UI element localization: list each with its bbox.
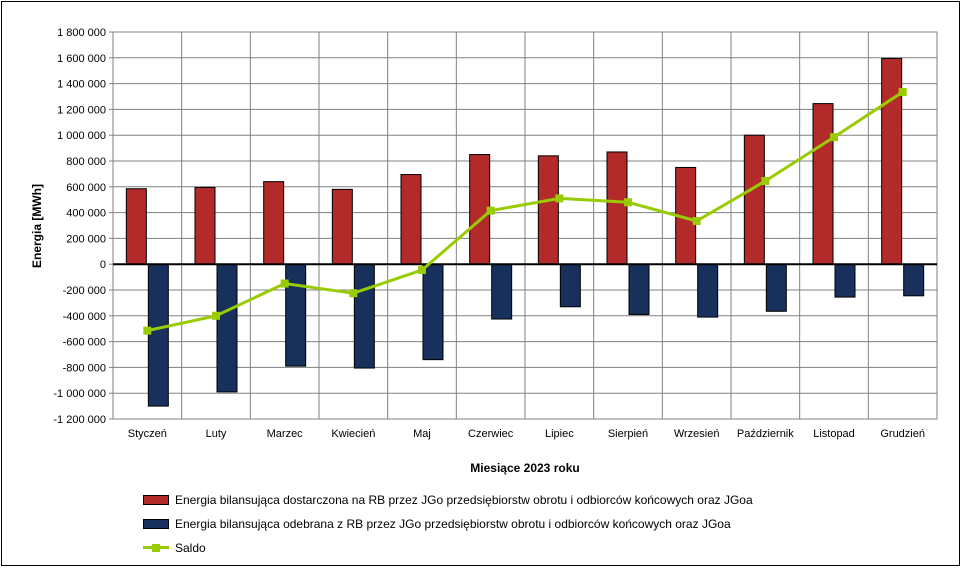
saldo-point <box>898 87 907 96</box>
x-tick-label: Maj <box>413 428 431 440</box>
saldo-point <box>486 206 495 215</box>
bar-odebrana <box>765 263 787 312</box>
bar-odebrana <box>834 263 856 298</box>
x-tick-label: Czerwiec <box>468 428 514 440</box>
legend-item-dostarczona: Energia bilansująca dostarczona na RB pr… <box>143 488 753 512</box>
legend-label-odebrana: Energia bilansująca odebrana z RB przez … <box>175 517 731 531</box>
y-tick-labels: 1 800 000 1 600 000 1 400 000 1 200 000 1 00… <box>53 27 106 426</box>
legend-label-saldo: Saldo <box>175 541 206 555</box>
bar-odebrana <box>285 263 307 367</box>
saldo-series <box>143 87 907 335</box>
saldo-point <box>624 198 632 207</box>
legend-swatch-odebrana <box>143 519 169 529</box>
x-tick-label: Marzec <box>267 428 304 440</box>
bar-dostarczona <box>194 186 216 265</box>
saldo-point <box>555 194 564 203</box>
y-tick-label: 1 200 000 <box>57 104 106 116</box>
x-tick-label: Wrzesień <box>674 428 720 440</box>
x-tick-label: Lipiec <box>545 428 574 440</box>
y-tick-label: -1 200 000 <box>53 414 106 426</box>
y-axis-title: Energia [MWh] <box>30 184 44 268</box>
bar-odebrana <box>353 263 375 369</box>
bar-odebrana <box>147 263 169 407</box>
bar-dostarczona <box>743 134 765 265</box>
bar-dostarczona <box>263 181 285 265</box>
y-tick-label: 800 000 <box>66 156 106 168</box>
bar-odebrana <box>628 263 650 316</box>
gridlines <box>109 31 937 420</box>
saldo-point <box>143 326 152 335</box>
bar-odebrana <box>697 263 719 318</box>
y-tick-label: -200 000 <box>63 285 106 297</box>
x-tick-label: Kwiecień <box>331 428 375 440</box>
x-tick-labels: Styczeń Luty Marzec Kwiecień Maj Czerwiec Lipi… <box>128 428 925 440</box>
bar-odebrana <box>491 263 513 320</box>
bar-dostarczona <box>331 188 353 265</box>
saldo-point <box>830 133 838 142</box>
x-tick-label: Październik <box>737 428 794 440</box>
saldo-point <box>418 266 426 275</box>
saldo-point <box>692 216 701 225</box>
bar-dostarczona <box>400 174 422 265</box>
x-tick-label: Grudzień <box>880 428 925 440</box>
y-tick-label: 200 000 <box>66 233 106 245</box>
y-tick-label: 1 800 000 <box>57 27 106 39</box>
bar-dostarczona <box>537 155 559 265</box>
saldo-line <box>147 90 904 333</box>
saldo-point <box>761 176 770 185</box>
bar-odebrana <box>903 263 925 297</box>
y-tick-label: -800 000 <box>63 362 106 374</box>
x-tick-label: Sierpień <box>608 428 648 440</box>
y-tick-label: 400 000 <box>66 208 106 220</box>
y-tick-label: 0 <box>100 259 106 271</box>
legend-item-saldo: Saldo <box>143 536 753 560</box>
y-tick-label: 1 400 000 <box>57 79 106 91</box>
x-tick-label: Luty <box>206 428 227 440</box>
saldo-point <box>212 311 220 320</box>
bar-odebrana <box>216 263 238 393</box>
y-tick-label: -400 000 <box>63 311 106 323</box>
legend-label-dostarczona: Energia bilansująca dostarczona na RB pr… <box>175 493 753 507</box>
x-axis-title: Miesiące 2023 roku <box>470 461 579 475</box>
y-tick-label: -600 000 <box>63 337 106 349</box>
y-tick-label: -1 000 000 <box>53 388 106 400</box>
legend: Energia bilansująca dostarczona na RB pr… <box>143 488 753 560</box>
legend-swatch-dostarczona <box>143 495 169 505</box>
saldo-point <box>280 279 289 288</box>
y-tick-label: 1 000 000 <box>57 130 106 142</box>
bar-odebrana <box>559 263 581 308</box>
bars <box>125 57 925 407</box>
x-tick-label: Listopad <box>813 428 855 440</box>
legend-item-odebrana: Energia bilansująca odebrana z RB przez … <box>143 512 753 536</box>
legend-swatch-saldo <box>143 543 169 553</box>
bar-dostarczona <box>812 103 834 265</box>
bar-dostarczona <box>606 151 628 265</box>
saldo-point <box>349 289 358 298</box>
bar-dostarczona <box>125 188 147 265</box>
y-tick-label: 600 000 <box>66 182 106 194</box>
x-tick-label: Styczeń <box>128 428 167 440</box>
bar-odebrana <box>422 263 444 361</box>
y-tick-label: 1 600 000 <box>57 53 106 65</box>
